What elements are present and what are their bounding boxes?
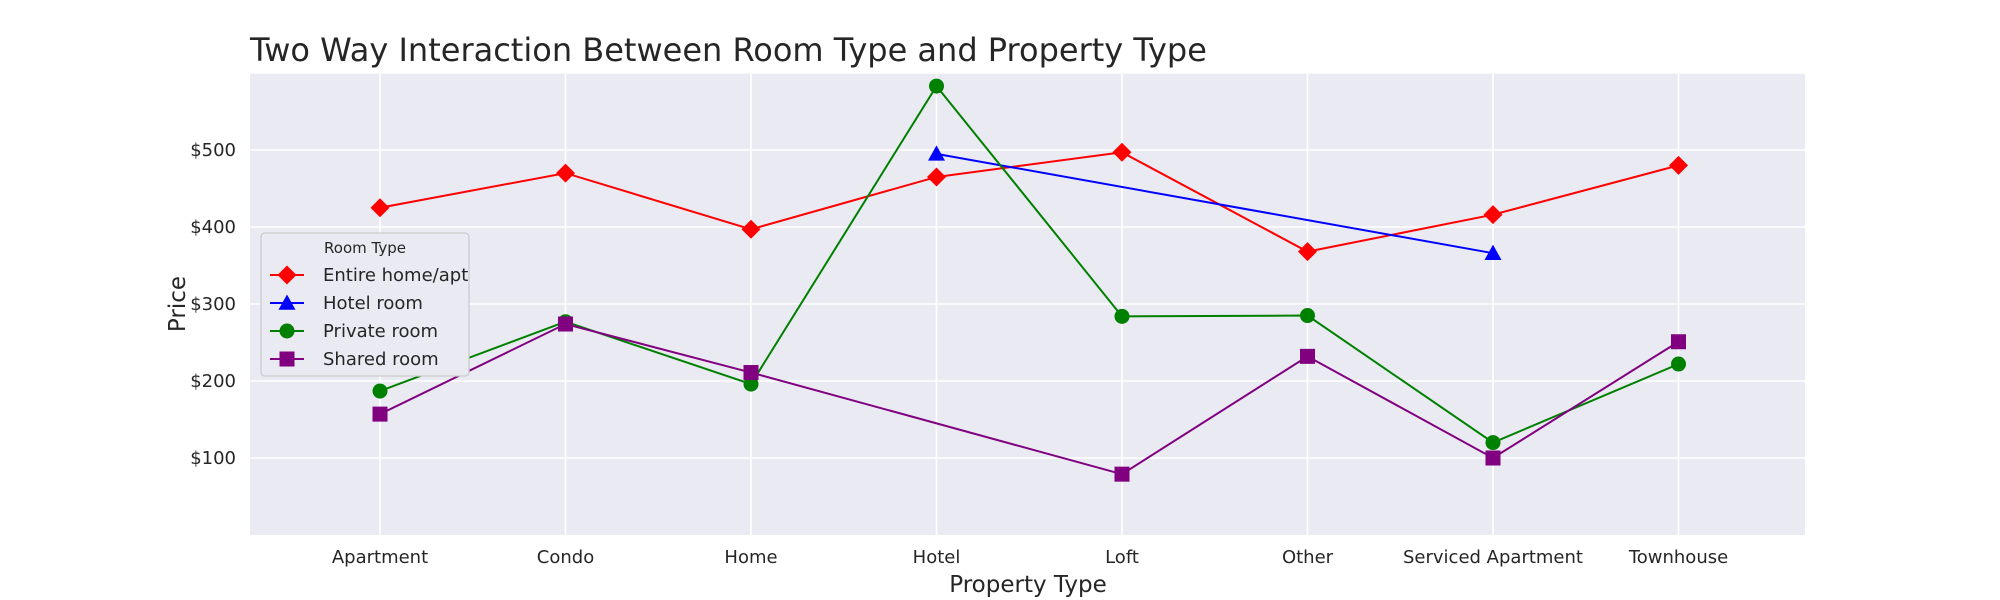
x-tick-label: Home <box>724 547 777 568</box>
series-line <box>379 151 1679 253</box>
series-hotel-room <box>928 145 1502 260</box>
legend-label: Hotel room <box>323 293 423 314</box>
legend-item: Shared room <box>270 349 439 370</box>
x-axis-label: Property Type <box>949 572 1106 598</box>
x-tick-label: Serviced Apartment <box>1403 547 1583 568</box>
legend: Room Type Entire home/apt Hotel room Priva… <box>260 232 470 377</box>
circle-marker <box>1300 308 1315 324</box>
legend-item: Entire home/apt <box>270 265 468 286</box>
legend-label: Shared room <box>323 349 439 370</box>
grid <box>250 72 1805 535</box>
square-marker <box>1114 466 1130 482</box>
diamond-marker <box>556 163 575 183</box>
x-tick-label: Loft <box>1105 547 1139 568</box>
series-shared-room <box>372 316 1686 482</box>
diamond-marker <box>1669 155 1688 175</box>
diamond-marker <box>1112 142 1132 162</box>
x-tick-label: Apartment <box>332 547 428 568</box>
square-marker <box>1300 348 1315 364</box>
x-tick-label: Hotel <box>913 547 961 568</box>
y-tick-label: $500 <box>190 140 236 161</box>
series-line <box>936 152 1494 255</box>
x-tick-label: Townhouse <box>1628 547 1728 568</box>
square-marker <box>743 365 759 381</box>
y-tick-label: $200 <box>190 371 236 392</box>
legend-title: Room Type <box>324 239 406 257</box>
circle-marker <box>372 383 388 399</box>
chart-title: Two Way Interaction Between Room Type an… <box>249 31 1207 69</box>
square-marker <box>279 351 295 367</box>
y-tick-label: $300 <box>190 294 236 315</box>
y-tick-label: $100 <box>190 448 236 469</box>
y-axis-label: Price <box>165 276 191 332</box>
x-tick-label: Other <box>1282 547 1334 568</box>
legend-label: Entire home/apt <box>323 265 468 286</box>
y-tick-labels: $100 $200 $300 $400 $500 <box>190 140 236 469</box>
circle-marker <box>1485 435 1501 451</box>
circle-marker <box>1671 356 1686 372</box>
circle-marker <box>929 78 944 94</box>
legend-box <box>260 232 470 377</box>
x-tick-label: Condo <box>537 547 594 568</box>
series-layer <box>370 78 1688 482</box>
x-tick-labels: Apartment Condo Home Hotel Loft Other Serviced… <box>332 547 1728 568</box>
triangle-marker <box>1484 244 1502 260</box>
legend-label: Private room <box>323 321 438 342</box>
square-marker <box>372 406 388 422</box>
diamond-marker <box>1298 242 1317 262</box>
square-marker <box>558 316 573 332</box>
diamond-marker <box>927 167 946 187</box>
y-tick-label: $400 <box>190 217 236 238</box>
legend-items: Entire home/apt Hotel room Private room Sha… <box>270 265 468 370</box>
diamond-marker <box>741 219 761 239</box>
circle-marker <box>1114 308 1130 324</box>
circle-marker <box>743 376 759 392</box>
diamond-marker <box>277 265 297 285</box>
triangle-marker <box>928 145 945 161</box>
legend-item: Hotel room <box>270 293 423 314</box>
circle-marker <box>279 323 295 339</box>
square-marker <box>1671 334 1686 350</box>
diamond-marker <box>1483 205 1503 225</box>
series-entire-home-apt <box>370 142 1688 262</box>
legend-item: Private room <box>270 321 438 342</box>
triangle-marker <box>278 294 296 310</box>
square-marker <box>1485 450 1501 466</box>
diamond-marker <box>370 198 390 218</box>
